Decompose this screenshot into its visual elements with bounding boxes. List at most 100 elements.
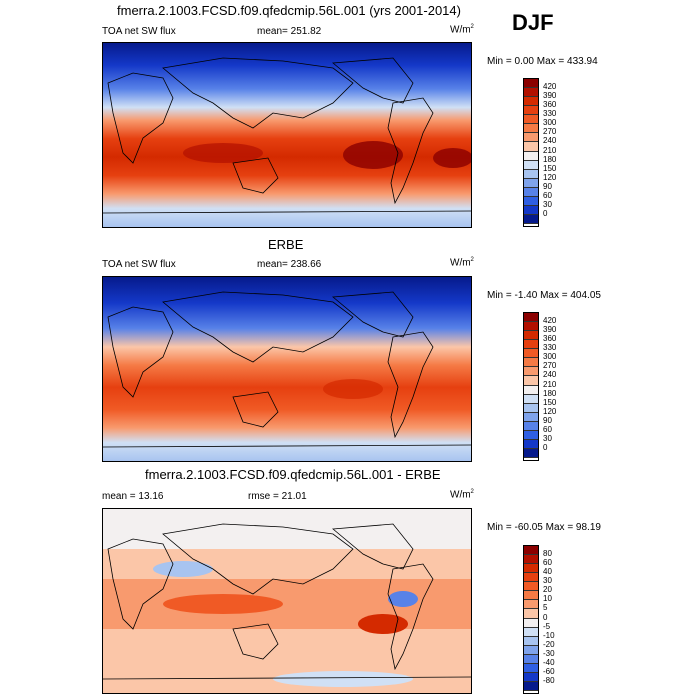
colorbar-tick-label: 60 (543, 558, 552, 568)
colorbar-tick-label: 80 (543, 549, 552, 559)
colorbar-swatch (524, 394, 538, 404)
colorbar-swatch (524, 151, 538, 161)
colorbar-swatch (524, 79, 538, 89)
colorbar-swatch (524, 358, 538, 368)
panel-3-mean-label: mean = 13.16 (102, 491, 164, 502)
panel-2-map (102, 276, 472, 462)
colorbar-tick-label: -30 (543, 648, 555, 658)
panel-1-mean-label: mean= 251.82 (257, 26, 322, 37)
panel-3-colorbar (523, 545, 539, 694)
colorbar-swatch (524, 376, 538, 386)
colorbar-tick-label: 270 (543, 127, 557, 137)
colorbar-tick-label: -10 (543, 630, 555, 640)
panel-1-title: fmerra.2.1003.FCSD.f09.qfedcmip.56L.001 … (117, 3, 461, 18)
colorbar-tick-label: 360 (543, 334, 557, 344)
colorbar-swatch (524, 133, 538, 143)
colorbar-swatch (524, 142, 538, 152)
colorbar-swatch (524, 178, 538, 188)
colorbar-tick-label: 120 (543, 406, 557, 416)
panel-3-units: W/m2 (450, 489, 474, 501)
colorbar-tick-label: 240 (543, 136, 557, 146)
colorbar-tick-label: -80 (543, 675, 555, 685)
colorbar-tick-label: 30 (543, 433, 552, 443)
colorbar-swatch (524, 654, 538, 664)
colorbar-tick-label: 60 (543, 424, 552, 434)
colorbar-swatch (524, 439, 538, 449)
colorbar-tick-label: 360 (543, 100, 557, 110)
colorbar-tick-label: 120 (543, 172, 557, 182)
colorbar-swatch (524, 421, 538, 431)
colorbar-tick-label: 5 (543, 603, 548, 613)
colorbar-swatch (524, 564, 538, 574)
colorbar-tick-label: 180 (543, 388, 557, 398)
colorbar-swatch (524, 448, 538, 458)
panel-2-variable-label: TOA net SW flux (102, 259, 176, 270)
colorbar-tick-label: 180 (543, 154, 557, 164)
colorbar-tick-label: 390 (543, 91, 557, 101)
colorbar-tick-label: 60 (543, 190, 552, 200)
colorbar-swatch (524, 160, 538, 170)
colorbar-tick-label: 330 (543, 343, 557, 353)
colorbar-swatch (524, 205, 538, 215)
colorbar-swatch (524, 573, 538, 583)
colorbar-tick-label: 150 (543, 163, 557, 173)
colorbar-tick-label: 210 (543, 379, 557, 389)
colorbar-tick-label: 90 (543, 415, 552, 425)
panel-3-rmse-label: rmse = 21.01 (248, 491, 307, 502)
colorbar-tick-label: 40 (543, 567, 552, 577)
colorbar-tick-label: -5 (543, 621, 551, 631)
panel-1-minmax: Min = 0.00 Max = 433.94 (487, 56, 598, 67)
colorbar-swatch (524, 313, 538, 323)
colorbar-swatch (524, 582, 538, 592)
colorbar-swatch (524, 618, 538, 628)
colorbar-tick-label: 240 (543, 370, 557, 380)
colorbar-swatch (524, 115, 538, 125)
colorbar-swatch (524, 403, 538, 413)
colorbar-swatch (524, 645, 538, 655)
colorbar-tick-label: 0 (543, 442, 548, 452)
colorbar-swatch (524, 214, 538, 224)
colorbar-swatch (524, 672, 538, 682)
colorbar-tick-label: -60 (543, 666, 555, 676)
colorbar-swatch (524, 169, 538, 179)
colorbar-tick-label: 20 (543, 585, 552, 595)
colorbar-tick-label: 0 (543, 208, 548, 218)
colorbar-swatch (524, 187, 538, 197)
panel-1-colorbar (523, 78, 539, 227)
colorbar-swatch (524, 106, 538, 116)
colorbar-tick-label: 270 (543, 361, 557, 371)
panel-2-title: ERBE (268, 237, 304, 252)
colorbar-swatch (524, 322, 538, 332)
panel-1-units: W/m2 (450, 24, 474, 36)
colorbar-swatch (524, 627, 538, 637)
season-label: DJF (512, 10, 554, 35)
colorbar-swatch (524, 430, 538, 440)
colorbar-swatch (524, 663, 538, 673)
panel-2-minmax: Min = -1.40 Max = 404.05 (487, 290, 601, 301)
colorbar-swatch (524, 681, 538, 691)
colorbar-swatch (524, 555, 538, 565)
colorbar-swatch (524, 196, 538, 206)
colorbar-swatch (524, 609, 538, 619)
colorbar-tick-label: -20 (543, 639, 555, 649)
colorbar-tick-label: 30 (543, 199, 552, 209)
colorbar-tick-label: 300 (543, 118, 557, 128)
colorbar-tick-label: 30 (543, 576, 552, 586)
colorbar-tick-label: 210 (543, 145, 557, 155)
colorbar-tick-label: 330 (543, 109, 557, 119)
colorbar-swatch (524, 546, 538, 556)
colorbar-tick-label: 300 (543, 352, 557, 362)
colorbar-swatch (524, 367, 538, 377)
colorbar-tick-label: 420 (543, 316, 557, 326)
colorbar-swatch (524, 636, 538, 646)
colorbar-swatch (524, 124, 538, 134)
colorbar-tick-label: 10 (543, 594, 552, 604)
colorbar-swatch (524, 591, 538, 601)
colorbar-tick-label: 390 (543, 325, 557, 335)
colorbar-swatch (524, 385, 538, 395)
colorbar-swatch (524, 97, 538, 107)
colorbar-swatch (524, 88, 538, 98)
panel-3-map (102, 508, 472, 694)
colorbar-tick-label: 0 (543, 612, 548, 622)
panel-1-variable-label: TOA net SW flux (102, 26, 176, 37)
